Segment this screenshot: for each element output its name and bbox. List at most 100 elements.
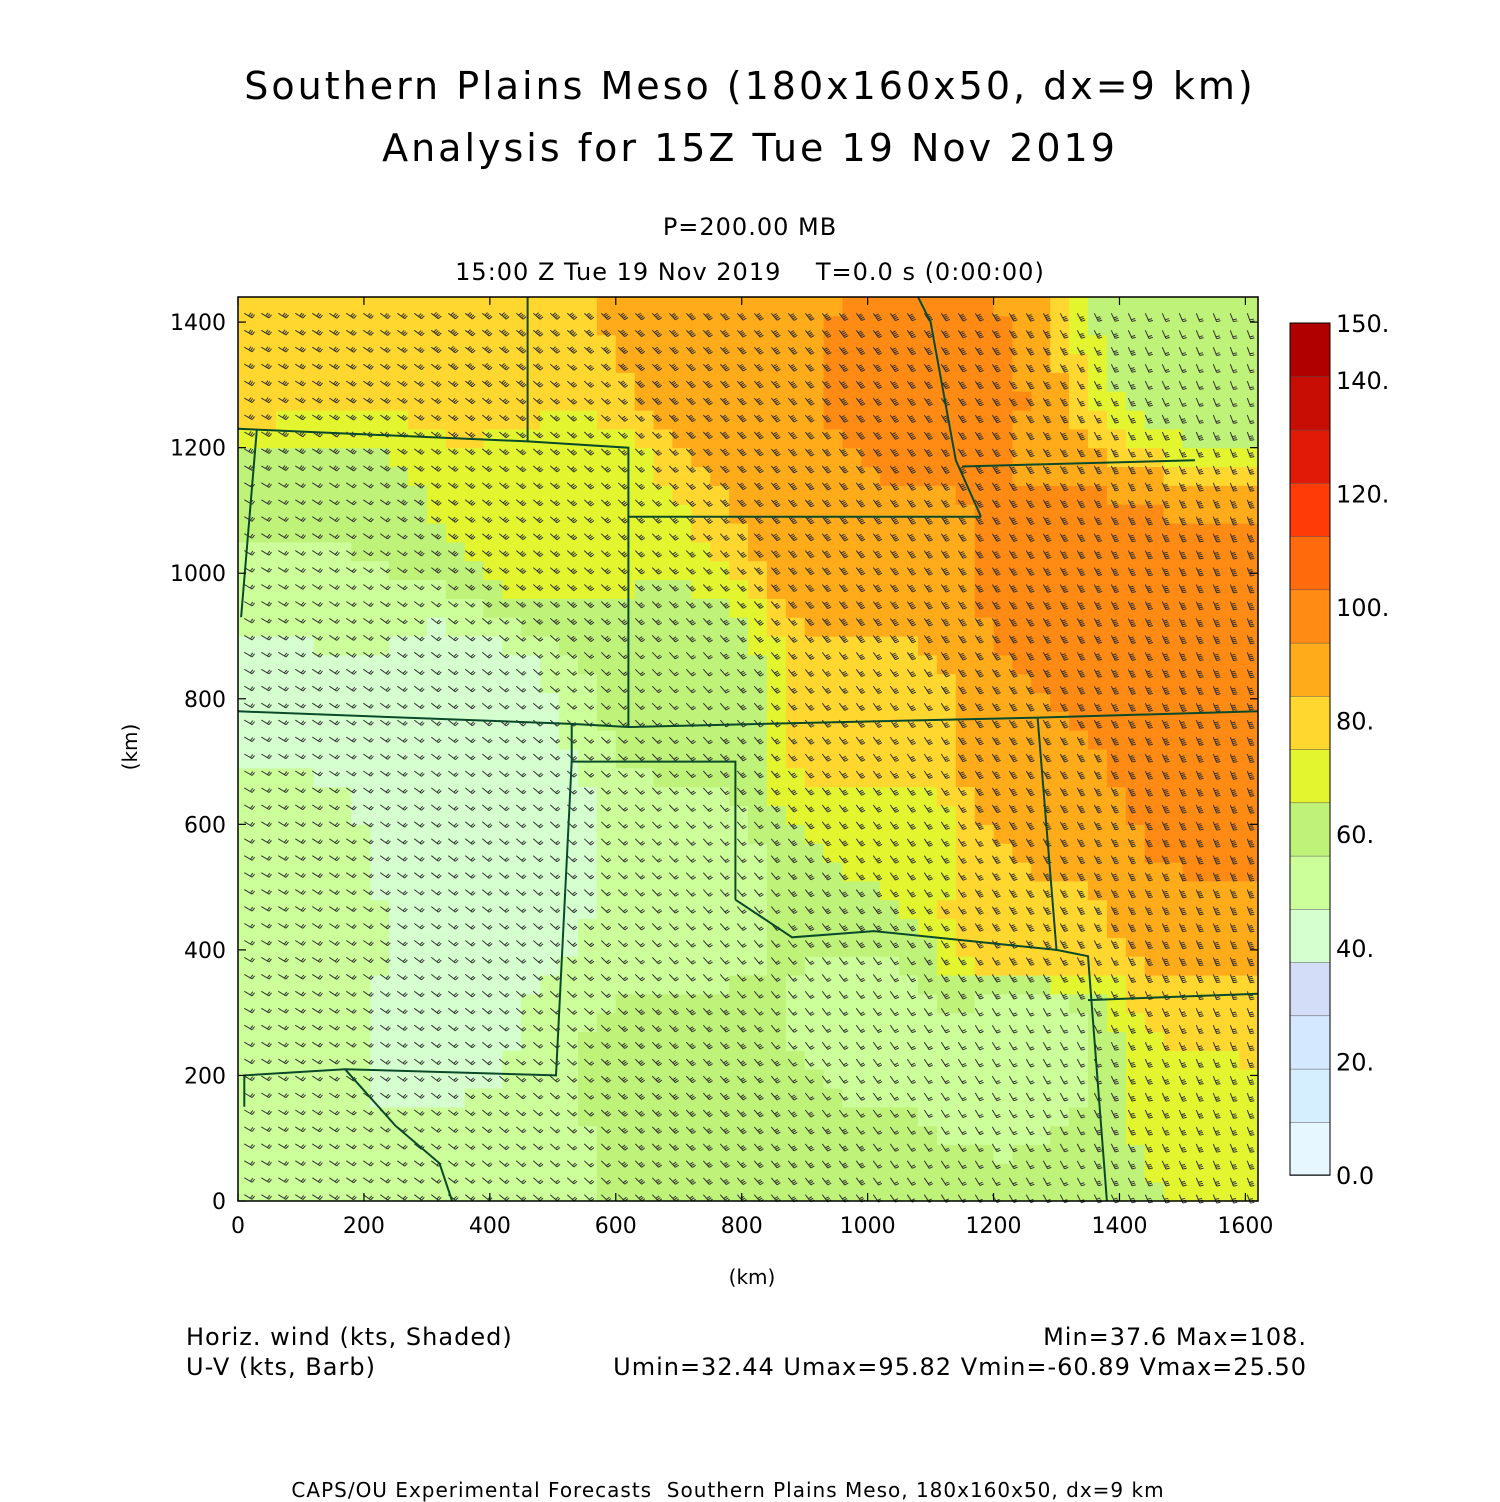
field-cell (238, 673, 258, 694)
field-cell (313, 372, 334, 392)
field-cell (351, 598, 371, 618)
field-cell (1106, 956, 1127, 976)
field-cell (559, 504, 579, 524)
field-cell (294, 1031, 315, 1051)
field-cell (804, 1106, 825, 1127)
field-cell (1012, 1144, 1032, 1164)
field-cell (464, 372, 485, 392)
field-cell (1088, 805, 1108, 825)
field-cell (351, 353, 371, 373)
field-cell (804, 862, 825, 882)
field-cell (653, 956, 674, 976)
field-cell (256, 937, 277, 957)
field-cell (238, 372, 258, 392)
field-cell (578, 447, 598, 468)
field-cell (464, 1088, 485, 1108)
field-cell (351, 297, 371, 317)
field-cell (408, 975, 428, 995)
field-cell (521, 598, 541, 618)
field-cell (653, 805, 674, 825)
field-cell (880, 334, 900, 355)
field-cell (615, 918, 636, 938)
field-cell (502, 1050, 522, 1070)
field-cell (351, 730, 371, 750)
field-cell (559, 636, 579, 656)
field-cell (729, 372, 749, 392)
field-cell (426, 1050, 447, 1070)
field-cell (1144, 956, 1165, 976)
field-cell (1220, 654, 1240, 675)
field-cell (653, 485, 674, 505)
field-cell (294, 579, 315, 599)
field-cell (559, 975, 579, 995)
field-cell (275, 315, 296, 336)
field-cell (955, 899, 976, 920)
field-cell (351, 636, 371, 656)
field-cell (899, 843, 919, 863)
field-cell (578, 297, 598, 317)
field-cell (748, 297, 768, 317)
field-cell (804, 353, 825, 373)
field-cell (313, 843, 334, 863)
field-cell (691, 447, 711, 468)
field-cell (294, 862, 315, 882)
field-cell (275, 786, 296, 807)
field-cell (880, 880, 900, 901)
field-cell (634, 862, 655, 882)
field-cell (804, 541, 825, 562)
field-cell (578, 880, 598, 901)
field-cell (748, 617, 768, 637)
field-cell (1069, 617, 1089, 637)
field-cell (426, 598, 447, 618)
field-cell (408, 372, 428, 392)
field-cell (861, 410, 881, 430)
field-cell (332, 617, 352, 637)
field-cell (634, 1031, 655, 1051)
field-cell (1144, 617, 1165, 637)
field-cell (615, 786, 636, 807)
field-cell (1106, 1088, 1127, 1108)
field-cell (294, 485, 315, 505)
wind-speed-field (238, 297, 1259, 1202)
field-cell (332, 541, 352, 562)
field-cell (955, 1125, 976, 1146)
field-cell (785, 1163, 806, 1183)
field-cell (804, 767, 825, 788)
field-cell (294, 767, 315, 788)
field-cell (1050, 560, 1070, 581)
field-cell (710, 692, 730, 712)
field-cell (823, 843, 844, 863)
field-cell (351, 1125, 371, 1146)
field-cell (502, 1106, 522, 1127)
field-cell (955, 353, 976, 373)
field-cell (332, 636, 352, 656)
field-cell (370, 711, 390, 731)
field-cell (785, 749, 806, 769)
field-cell (464, 560, 485, 581)
field-cell (389, 692, 409, 712)
field-cell (766, 1050, 787, 1070)
field-cell (294, 880, 315, 901)
field-cell (275, 673, 296, 694)
field-cell (408, 1144, 428, 1164)
field-cell (1012, 466, 1032, 486)
field-cell (1125, 1088, 1146, 1108)
field-cell (1106, 428, 1127, 449)
field-cell (313, 880, 334, 901)
field-cell (351, 410, 371, 430)
field-cell (332, 1106, 352, 1127)
field-cell (823, 1012, 844, 1033)
field-cell (880, 1031, 900, 1051)
field-cell (483, 485, 504, 505)
field-cell (332, 767, 352, 788)
field-cell (936, 862, 957, 882)
field-cell (445, 673, 466, 694)
field-cell (899, 598, 919, 618)
field-cell (313, 654, 334, 675)
field-cell (313, 297, 334, 317)
field-cell (445, 334, 466, 355)
field-cell (1069, 372, 1089, 392)
field-cell (332, 598, 352, 618)
field-cell (861, 334, 881, 355)
field-cell (729, 560, 749, 581)
